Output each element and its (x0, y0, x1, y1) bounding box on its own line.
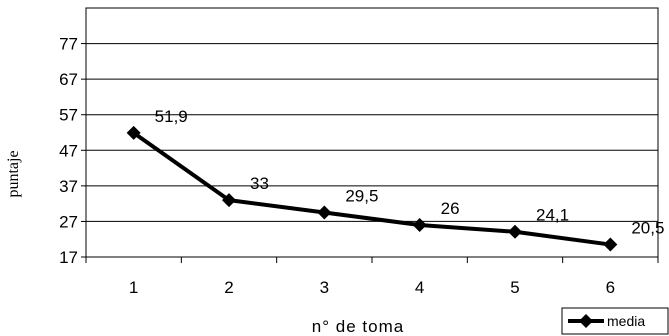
y-axis-title: puntaje (5, 150, 22, 197)
x-axis: 1 2 3 4 5 6 (85, 257, 659, 297)
x-tick-label: 3 (320, 278, 329, 297)
legend-marker (579, 314, 593, 328)
data-label: 51,9 (155, 107, 188, 126)
series-line (132, 131, 611, 247)
gridlines (86, 43, 658, 222)
y-tick-label: 47 (59, 141, 78, 160)
data-point-marker (508, 224, 522, 239)
y-tick-label: 27 (59, 212, 78, 231)
data-label: 29,5 (345, 187, 378, 206)
data-label: 24,1 (536, 206, 569, 225)
y-tick-label: 57 (59, 106, 78, 125)
x-tick-label: 4 (415, 278, 424, 297)
y-axis: 17 27 37 47 57 67 77 (59, 35, 86, 267)
data-label: 33 (250, 174, 269, 193)
data-point-marker (126, 125, 141, 140)
data-point-marker (603, 237, 618, 252)
x-tick-label: 2 (224, 278, 233, 297)
y-tick-label: 67 (59, 70, 78, 89)
data-labels: 51,9 33 29,5 26 24,1 20,5 (155, 107, 665, 238)
y-tick-label: 17 (59, 248, 78, 267)
legend-label: media (607, 313, 645, 329)
data-point-marker (412, 217, 427, 232)
data-point-marker (222, 193, 236, 208)
series-media (126, 125, 618, 252)
data-label: 20,5 (631, 219, 664, 238)
x-tick-label: 5 (510, 278, 519, 297)
data-point-marker (317, 205, 332, 220)
data-label: 26 (441, 199, 460, 218)
y-tick-label: 77 (59, 35, 78, 54)
x-axis-title: n° de toma (312, 317, 404, 336)
legend: media (561, 307, 669, 335)
x-tick-label: 1 (129, 278, 138, 297)
y-tick-label: 37 (59, 177, 78, 196)
x-tick-label: 6 (606, 278, 615, 297)
